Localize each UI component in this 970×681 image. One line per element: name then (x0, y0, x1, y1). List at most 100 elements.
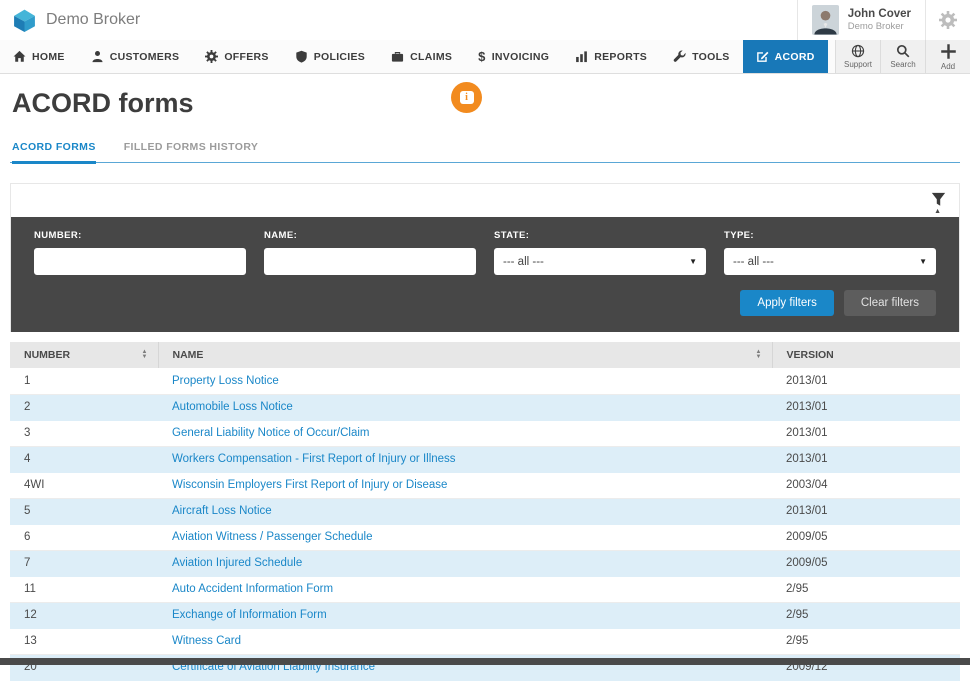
state-filter-label: STATE: (494, 230, 530, 241)
form-name-link[interactable]: Auto Accident Information Form (172, 583, 334, 595)
user-text: John Cover Demo Broker (848, 7, 911, 33)
acord-forms-table: NUMBER ▲ ▼ NAME ▲ ▼ VERSION 1 Property (10, 342, 960, 681)
settings-gear-icon[interactable] (926, 0, 970, 40)
table-row: 3 General Liability Notice of Occur/Claim… (10, 420, 960, 447)
form-name-link[interactable]: Automobile Loss Notice (172, 401, 293, 413)
cell-number: 13 (10, 628, 158, 655)
nav-item-tools[interactable]: TOOLS (660, 40, 742, 73)
nav-label: CUSTOMERS (109, 50, 180, 63)
nav-label: TOOLS (692, 50, 730, 63)
form-name-link[interactable]: Witness Card (172, 635, 242, 647)
cell-name: Aviation Injured Schedule (158, 550, 772, 577)
cell-number: 11 (10, 576, 158, 603)
apply-filters-button[interactable]: Apply filters (740, 290, 834, 316)
nav-item-offers[interactable]: OFFERS (192, 40, 281, 73)
cell-number: 5 (10, 498, 158, 525)
chevron-down-icon: ▼ (919, 257, 927, 266)
form-name-link[interactable]: Aircraft Loss Notice (172, 505, 272, 517)
cell-version: 2009/05 (772, 524, 960, 551)
tab-filled-forms-history[interactable]: FILLED FORMS HISTORY (123, 141, 259, 153)
table-row: 4WI Wisconsin Employers First Report of I… (10, 472, 960, 499)
cell-number: 4WI (10, 472, 158, 499)
name-filter-label: NAME: (264, 230, 298, 241)
cell-version: 2/95 (772, 602, 960, 629)
search-button[interactable]: Search (880, 40, 925, 73)
cell-number: 4 (10, 446, 158, 473)
cell-version: 2013/01 (772, 498, 960, 525)
type-filter-value: --- all --- (733, 255, 774, 268)
tab-acord-forms[interactable]: ACORD FORMS (12, 135, 96, 164)
name-filter-input[interactable] (264, 248, 476, 275)
filter-collapse-icon[interactable]: ▲ (934, 208, 941, 215)
form-name-link[interactable]: Workers Compensation - First Report of I… (172, 453, 456, 465)
cell-number: 1 (10, 368, 158, 395)
cell-version: 2003/04 (772, 472, 960, 499)
table-row: 7 Aviation Injured Schedule 2009/05 (10, 550, 960, 577)
add-button[interactable]: Add (925, 40, 970, 73)
filter-number-group: NUMBER: (34, 230, 246, 275)
nav-item-home[interactable]: HOME (0, 40, 78, 73)
clear-filters-button[interactable]: Clear filters (843, 290, 936, 316)
form-name-link[interactable]: Exchange of Information Form (172, 609, 327, 621)
sort-icon: ▲ ▼ (141, 349, 148, 360)
filter-box: ▲ NUMBER: NAME: STATE: --- all --- ▼ (10, 183, 960, 332)
sort-icon: ▲ ▼ (755, 349, 762, 360)
help-info-icon[interactable]: i (451, 82, 482, 113)
brand[interactable]: Demo Broker (12, 8, 140, 33)
nav-item-customers[interactable]: CUSTOMERS (78, 40, 193, 73)
header-label: NAME (172, 349, 204, 361)
nav-label: OFFERS (224, 50, 269, 63)
avatar (811, 5, 839, 35)
reports-chart-icon (575, 50, 588, 63)
cell-number: 6 (10, 524, 158, 551)
main-content: ACORD forms i ACORD FORMS FILLED FORMS H… (0, 82, 970, 681)
nav-item-reports[interactable]: REPORTS (562, 40, 660, 73)
cell-name: Exchange of Information Form (158, 602, 772, 629)
nav-item-acord[interactable]: ACORD (742, 40, 828, 73)
header-label: NUMBER (24, 349, 71, 361)
forms-table-body: 1 Property Loss Notice 2013/01 2 Automobile … (10, 368, 960, 681)
column-header-number[interactable]: NUMBER ▲ ▼ (10, 342, 158, 368)
cell-name: Aircraft Loss Notice (158, 498, 772, 525)
nav-label: HOME (32, 50, 65, 63)
nav-item-invoicing[interactable]: $ INVOICING (465, 40, 562, 73)
column-header-version[interactable]: VERSION (771, 342, 960, 368)
form-name-link[interactable]: Wisconsin Employers First Report of Inju… (172, 479, 448, 491)
nav-label: INVOICING (491, 50, 550, 63)
cell-version: 2013/01 (772, 394, 960, 421)
state-filter-value: --- all --- (503, 255, 544, 268)
table-row: 4 Workers Compensation - First Report of … (10, 446, 960, 473)
user-name: John Cover (847, 7, 911, 20)
form-name-link[interactable]: General Liability Notice of Occur/Claim (172, 427, 370, 439)
cell-name: Automobile Loss Notice (158, 394, 772, 421)
state-filter-select[interactable]: --- all --- ▼ (494, 248, 706, 275)
tools-wrench-icon (673, 50, 686, 63)
form-name-link[interactable]: Property Loss Notice (172, 374, 279, 387)
filter-panel: NUMBER: NAME: STATE: --- all --- ▼ TYPE: (11, 217, 959, 332)
user-menu[interactable]: John Cover Demo Broker (796, 0, 926, 40)
filter-buttons: Apply filters Clear filters (34, 290, 936, 316)
page-title: ACORD forms (12, 88, 194, 118)
column-header-name[interactable]: NAME ▲ ▼ (157, 342, 772, 368)
support-button[interactable]: Support (835, 40, 880, 73)
cell-name: Witness Card (158, 628, 772, 655)
logo-icon (12, 8, 37, 33)
customers-icon (91, 50, 104, 63)
nav-item-claims[interactable]: CLAIMS (378, 40, 465, 73)
type-filter-select[interactable]: --- all --- ▼ (724, 248, 936, 275)
nav-item-policies[interactable]: POLICIES (282, 40, 378, 73)
form-name-link[interactable]: Aviation Witness / Passenger Schedule (172, 531, 373, 543)
info-exclamation-glyph: i (459, 91, 474, 104)
search-icon (896, 44, 910, 58)
cell-number: 2 (10, 394, 158, 421)
filter-header: ▲ (11, 184, 959, 217)
search-label: Search (890, 60, 916, 69)
header-label: VERSION (786, 349, 834, 361)
offers-gear-icon (205, 50, 219, 63)
number-filter-input[interactable] (34, 248, 246, 275)
footer-bar (0, 658, 970, 665)
acord-form-icon (756, 50, 769, 63)
form-name-link[interactable]: Aviation Injured Schedule (172, 557, 303, 569)
filter-funnel-icon[interactable] (931, 192, 946, 207)
cell-version: 2013/01 (772, 368, 960, 395)
